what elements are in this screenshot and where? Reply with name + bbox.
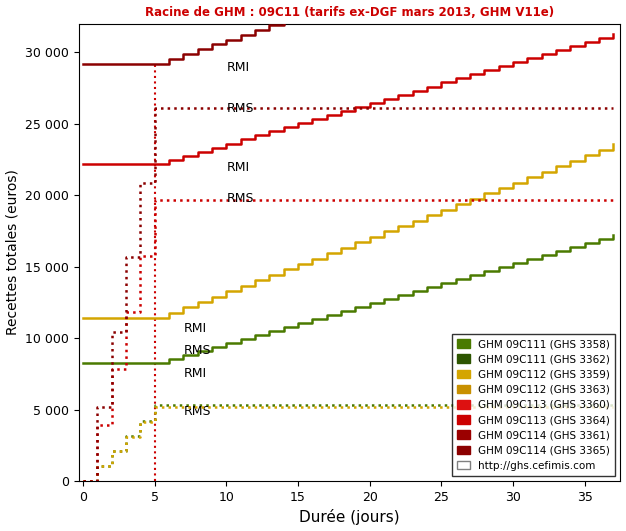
Title: Racine de GHM : 09C11 (tarifs ex-DGF mars 2013, GHM V11e): Racine de GHM : 09C11 (tarifs ex-DGF mar… (145, 5, 554, 19)
Legend: GHM 09C111 (GHS 3358), GHM 09C111 (GHS 3362), GHM 09C112 (GHS 3359), GHM 09C112 : GHM 09C111 (GHS 3358), GHM 09C111 (GHS 3… (452, 334, 615, 476)
Text: RMI: RMI (227, 61, 249, 74)
Text: RMI: RMI (183, 367, 207, 380)
Text: RMS: RMS (183, 405, 211, 418)
Text: RMS: RMS (227, 102, 254, 115)
Y-axis label: Recettes totales (euros): Recettes totales (euros) (6, 169, 19, 336)
Text: RMI: RMI (227, 161, 249, 174)
Text: RMS: RMS (227, 192, 254, 205)
Text: RMS: RMS (183, 344, 211, 357)
X-axis label: Durée (jours): Durée (jours) (299, 509, 400, 526)
Text: RMI: RMI (183, 322, 207, 336)
